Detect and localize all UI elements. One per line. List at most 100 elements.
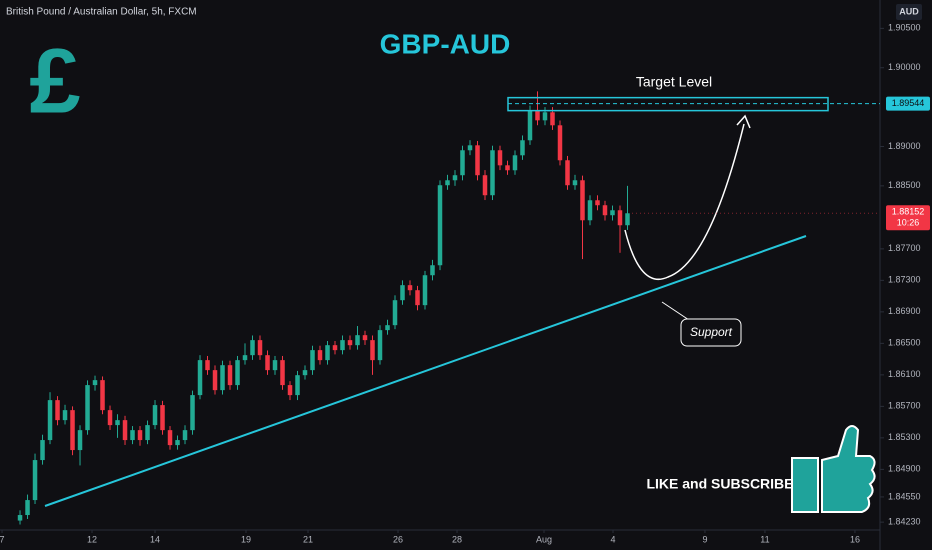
candle-body [115, 420, 120, 426]
thumbs-up-icon [791, 425, 876, 513]
y-tick-label: 1.87700 [888, 243, 921, 253]
y-tick-label: 1.86500 [888, 338, 921, 348]
candle-body [377, 330, 383, 361]
candle-body [160, 405, 165, 431]
x-tick-label: 21 [303, 534, 313, 544]
candle-body [272, 360, 278, 371]
candle-body [332, 345, 338, 351]
candle-body [355, 335, 360, 346]
candle-body [535, 110, 540, 121]
candle-body [107, 410, 113, 426]
candle-body [280, 360, 285, 386]
candle-body [542, 112, 548, 121]
candle-body [220, 365, 225, 391]
y-tick-label: 1.88500 [888, 180, 921, 190]
candle-body [32, 460, 38, 501]
x-tick-label: 4 [611, 534, 616, 544]
candle-body [257, 340, 263, 356]
pound-symbol: £ [29, 30, 80, 132]
candle-body [317, 350, 323, 361]
y-tick-label: 1.90500 [888, 23, 921, 33]
candle-body [467, 145, 473, 151]
y-tick-label: 1.85700 [888, 401, 921, 411]
candle-body [347, 340, 353, 346]
candle-body [287, 385, 293, 396]
x-tick-label: Aug [536, 534, 552, 544]
projection-arrow [624, 123, 745, 281]
candle-body [235, 360, 240, 386]
candle-body [167, 430, 173, 446]
x-tick-label: 12 [87, 534, 97, 544]
candle-body [587, 200, 593, 221]
candle-body [340, 340, 345, 351]
candle-body [422, 275, 428, 306]
candle-body [527, 110, 533, 141]
arrow-head [736, 114, 751, 129]
candle-body [212, 370, 218, 391]
candle-body [40, 440, 45, 461]
axis-label-box [896, 4, 922, 20]
candle-body [17, 515, 23, 521]
cta-text: LIKE and SUBSCRIBE [646, 476, 793, 492]
candle-body [25, 500, 30, 516]
candle-body [565, 160, 570, 186]
y-tick-label: 1.87300 [888, 275, 921, 285]
trendline [44, 235, 807, 507]
plot-area [17, 91, 630, 525]
candle-body [490, 150, 495, 196]
x-tick-label: 14 [150, 534, 160, 544]
candle-body [520, 140, 525, 156]
x-tick-label: 28 [452, 534, 462, 544]
candle-body [580, 180, 585, 221]
callout-box [680, 318, 742, 347]
support-label: Support [690, 325, 733, 339]
x-tick-label: 7 [0, 534, 5, 544]
candle-body [505, 165, 510, 171]
candle-body [452, 175, 458, 181]
candle-body [227, 365, 233, 386]
candle-body [610, 210, 615, 216]
target-price-box [886, 96, 930, 111]
candle-body [325, 345, 330, 361]
x-tick-label: 19 [241, 534, 251, 544]
pound-icon: £ [29, 30, 80, 132]
candle-body [175, 440, 180, 446]
candle-body [550, 112, 555, 126]
x-tick-label: 16 [850, 534, 860, 544]
x-tick-label: 9 [702, 534, 707, 544]
candle-body [362, 335, 368, 341]
chart-subtitle: British Pound / Australian Dollar, 5h, F… [6, 7, 197, 18]
candle-body [370, 340, 375, 361]
candle-body [55, 400, 60, 421]
candle-body [392, 300, 398, 326]
candle-body [137, 430, 143, 441]
candle-body [295, 375, 300, 396]
candle-body [602, 205, 608, 216]
candle-body [242, 355, 248, 361]
candle-body [437, 185, 443, 266]
candle-body [190, 395, 195, 431]
y-tick-label: 1.84550 [888, 491, 921, 501]
candle-body [625, 213, 630, 226]
candle-body [557, 125, 563, 161]
y-tick-label: 1.89000 [888, 141, 921, 151]
thumbs-shape [791, 425, 876, 513]
last-price-box [886, 205, 930, 231]
y-tick-label: 1.84900 [888, 464, 921, 474]
candle-body [302, 370, 308, 376]
candle-body [205, 360, 210, 371]
candle-body [617, 210, 623, 226]
candle-body [497, 150, 503, 166]
candle-body [407, 285, 413, 291]
candle-body [250, 340, 255, 356]
candle-body [122, 420, 128, 441]
x-tick-label: 26 [393, 534, 403, 544]
candle-body [92, 380, 98, 386]
candle-body [197, 360, 203, 396]
x-tick-label: 11 [760, 534, 769, 544]
chart-title: GBP-AUD [380, 28, 511, 59]
target-price-label: 1.89544 [892, 98, 925, 108]
candle-body [385, 325, 390, 331]
